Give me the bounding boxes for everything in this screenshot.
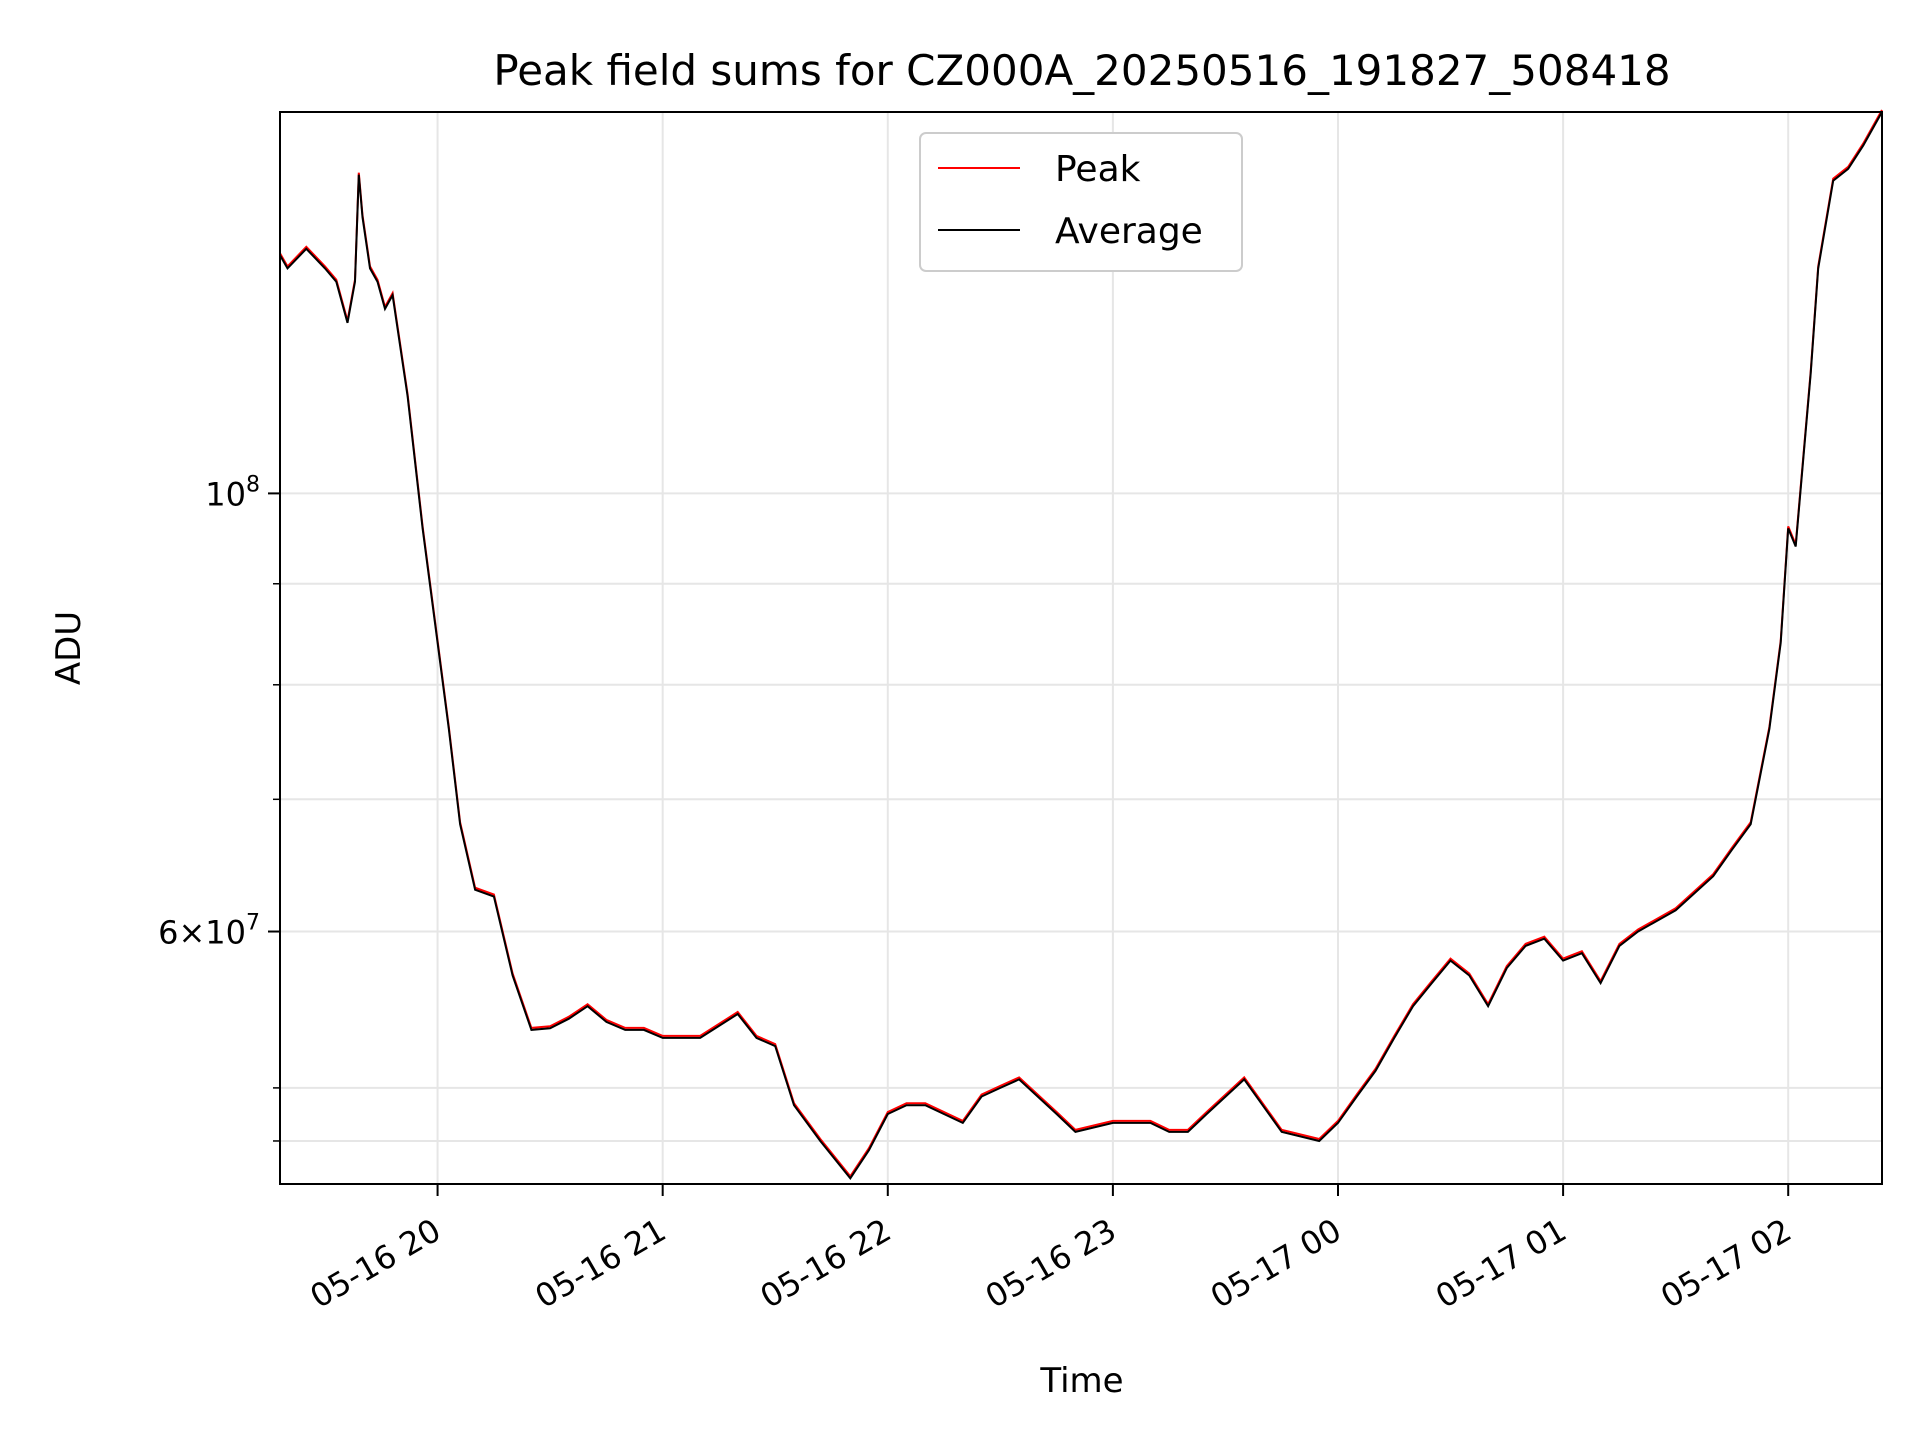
series-layer — [279, 109, 1883, 1180]
x-tick-label: 05-17 02 — [1654, 1211, 1798, 1316]
x-tick-label: 05-17 00 — [1204, 1211, 1348, 1316]
plot-frame — [279, 111, 1883, 1185]
x-tick-label: 05-16 23 — [979, 1211, 1123, 1316]
grid — [280, 112, 1882, 1184]
y-axis: 108 6×107 — [158, 472, 280, 1142]
x-tick-label: 05-16 22 — [754, 1211, 898, 1316]
y-axis-label: ADU — [49, 611, 89, 685]
legend-label-average: Average — [1055, 211, 1203, 252]
series-line-average — [279, 111, 1883, 1180]
chart-title: Peak field sums for CZ000A_20250516_1918… — [493, 46, 1670, 95]
y-tick-label: 6×107 — [158, 911, 260, 952]
y-tick-label: 108 — [205, 472, 260, 513]
legend: Peak Average — [919, 132, 1243, 272]
x-axis-label: Time — [1039, 1361, 1123, 1401]
x-tick-label: 05-17 01 — [1429, 1211, 1573, 1316]
legend-label-peak: Peak — [1055, 149, 1141, 190]
x-tick-label: 05-16 21 — [529, 1211, 673, 1316]
x-tick-label: 05-16 20 — [304, 1211, 448, 1316]
x-axis: 05-16 20 05-16 21 05-16 22 05-16 23 05-17 00… — [304, 1184, 1798, 1316]
